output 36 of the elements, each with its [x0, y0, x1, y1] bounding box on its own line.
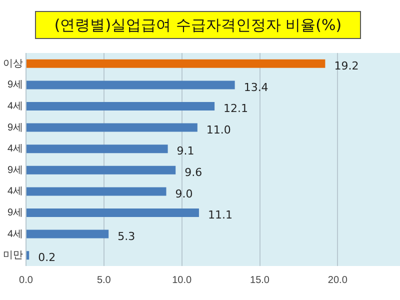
y-tick-label: 9세	[7, 80, 23, 91]
bar	[26, 166, 176, 174]
bar	[26, 251, 30, 260]
bar	[26, 230, 109, 238]
bar	[26, 102, 215, 111]
bar	[26, 59, 326, 68]
x-tick-label: 10.0	[172, 274, 192, 286]
data-label: 11.1	[208, 208, 232, 222]
x-tick-label: 15.0	[250, 274, 270, 286]
y-tick-label: 4세	[7, 228, 23, 240]
bar	[26, 80, 235, 90]
chart-title: (연령별)실업급여 수급자격인정자 비율(%)	[35, 11, 361, 39]
y-tick-label: 4세	[7, 101, 23, 112]
bar	[26, 123, 198, 132]
y-tick-label: 9세	[7, 208, 23, 218]
data-label: 9.6	[184, 166, 202, 180]
data-label: 9.0	[175, 187, 193, 200]
y-tick-label: 이상	[3, 58, 23, 70]
data-label: 19.2	[334, 60, 359, 73]
bar	[26, 144, 168, 154]
data-label: 11.0	[206, 123, 231, 136]
x-tick-label: 5.0	[96, 274, 112, 286]
y-tick-label: 4세	[7, 186, 23, 198]
data-label: 13.4	[244, 80, 268, 94]
bar	[26, 187, 166, 196]
y-tick-label: 9세	[7, 122, 23, 134]
data-label: 0.2	[38, 251, 56, 264]
x-tick-label: 20.0	[328, 274, 348, 286]
data-label: 5.3	[118, 230, 136, 243]
y-tick-label: 4세	[7, 144, 23, 155]
data-label: 9.1	[176, 144, 194, 158]
y-tick-label: 미만	[3, 250, 23, 262]
bar	[26, 208, 199, 218]
data-label: 12.1	[224, 102, 248, 116]
y-tick-label: 9세	[7, 164, 23, 176]
x-tick-label: 0.0	[19, 274, 34, 286]
